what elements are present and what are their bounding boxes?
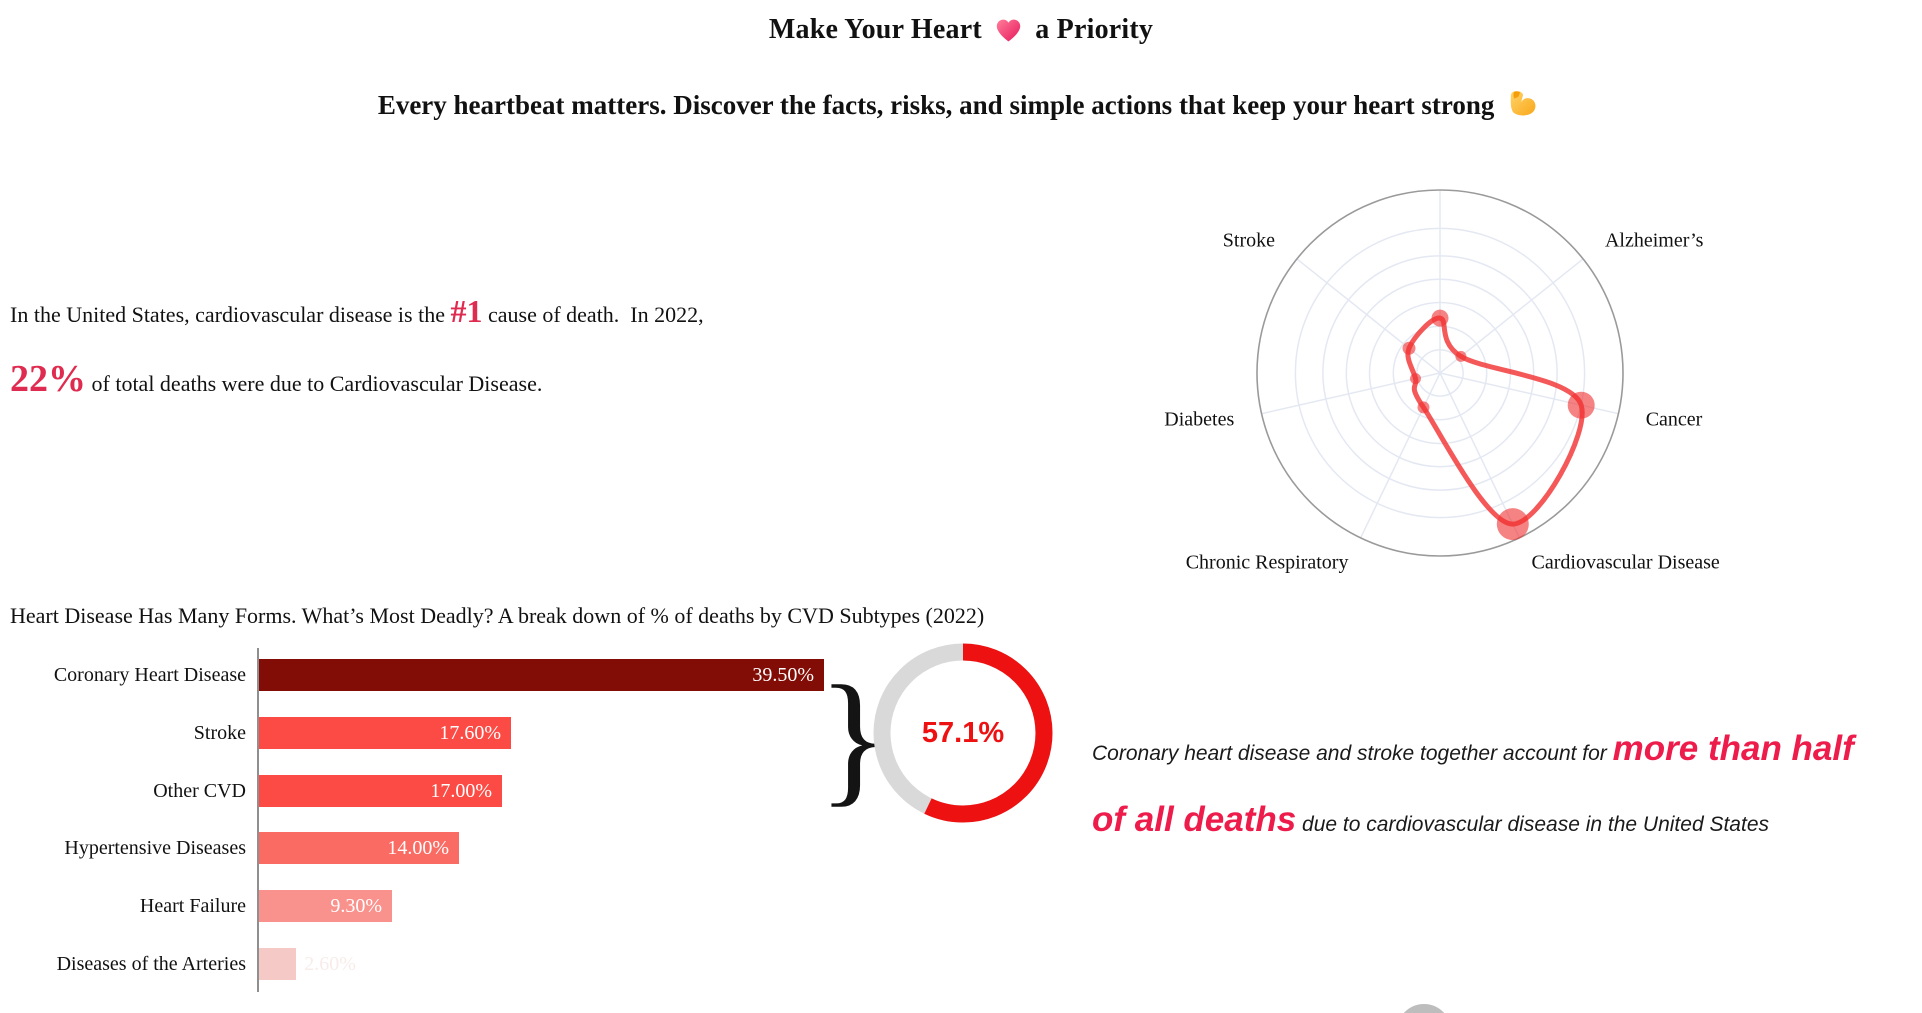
annotation-text: Coronary heart disease and stroke togeth… bbox=[1092, 716, 1892, 858]
bar: 39.50% bbox=[259, 659, 824, 691]
fact1-pre: In the United States, cardiovascular dis… bbox=[10, 302, 451, 327]
radar-point bbox=[1496, 508, 1529, 541]
donut-svg bbox=[873, 643, 1053, 823]
radar-label-stroke: Stroke bbox=[1222, 229, 1276, 252]
bar-value-label: 39.50% bbox=[752, 664, 814, 686]
radar-point bbox=[1410, 373, 1421, 385]
donut-percentage-label: 57.1% bbox=[921, 716, 1005, 749]
heart-icon bbox=[996, 19, 1021, 42]
radar-label-cardiovascular-disease: Cardiovascular Disease bbox=[1531, 551, 1720, 574]
cvd-subtypes-bar-chart: Coronary Heart Disease 39.50% Stroke 17.60%… bbox=[0, 645, 920, 1005]
annotation-post: due to cardiovascular disease in the Uni… bbox=[1296, 813, 1769, 836]
fact-line-2: 22% of total deaths were due to Cardiova… bbox=[10, 352, 910, 407]
radar-point bbox=[1417, 401, 1430, 414]
bar-value-label: 9.30% bbox=[330, 895, 382, 917]
bar-axis-line bbox=[257, 648, 259, 992]
bar-value-label: 17.00% bbox=[430, 780, 492, 802]
fact2-post: of total deaths were due to Cardiovascul… bbox=[86, 371, 543, 397]
facts-block: In the United States, cardiovascular dis… bbox=[10, 288, 910, 425]
annotation-highlight-2: of all deaths bbox=[1092, 800, 1297, 839]
bar-value-label: 17.60% bbox=[439, 722, 501, 744]
bar: 9.30% bbox=[259, 890, 392, 922]
donut-filled-arc bbox=[873, 643, 1053, 823]
fact1-post: cause of death. In 2022, bbox=[482, 302, 704, 327]
fact-22-percent: 22% bbox=[10, 358, 86, 401]
radar-point bbox=[1567, 391, 1595, 419]
bar-category-label: Diseases of the Arteries bbox=[56, 953, 246, 975]
annotation-highlight-1: more than half bbox=[1612, 729, 1854, 768]
bar-value-label: 2.60% bbox=[304, 953, 356, 975]
bar-category-label: Hypertensive Diseases bbox=[64, 837, 246, 859]
fact-number-one: #1 bbox=[450, 293, 483, 329]
radar-spoke bbox=[1296, 258, 1441, 374]
page-title: Make Your Heart a Priority bbox=[0, 14, 1922, 46]
bar: 17.60% bbox=[259, 717, 511, 749]
page-subtitle: Every heartbeat matters. Discover the fa… bbox=[0, 88, 1922, 121]
radar-outer-circle bbox=[1256, 189, 1624, 557]
bar bbox=[259, 948, 296, 980]
bar: 17.00% bbox=[259, 775, 502, 807]
fact-line-1: In the United States, cardiovascular dis… bbox=[10, 288, 910, 334]
causes-radar-svg bbox=[1256, 189, 1624, 557]
radar-label-diabetes: Diabetes bbox=[1164, 408, 1235, 431]
radar-label-chronic-respiratory: Chronic Respiratory bbox=[1185, 551, 1349, 574]
bar-category-label: Other CVD bbox=[153, 780, 246, 802]
page-title-after: a Priority bbox=[1035, 14, 1154, 45]
bar: 14.00% bbox=[259, 832, 459, 864]
page-subtitle-text: Every heartbeat matters. Discover the fa… bbox=[377, 90, 1495, 120]
radar-point bbox=[1431, 309, 1449, 327]
flexed-biceps-icon bbox=[1510, 91, 1536, 116]
annotation-pre: Coronary heart disease and stroke togeth… bbox=[1092, 742, 1613, 765]
radar-point bbox=[1402, 341, 1416, 355]
combined-share-donut-chart: 57.1% bbox=[862, 632, 1064, 834]
bar-category-label: Coronary Heart Disease bbox=[53, 664, 246, 686]
radar-label-cancer: Cancer bbox=[1645, 408, 1703, 431]
bar-section-title: Heart Disease Has Many Forms. What’s Mos… bbox=[10, 603, 985, 628]
below-fold-circle bbox=[1397, 1004, 1451, 1013]
radar-line bbox=[1405, 315, 1585, 527]
bar-category-label: Stroke bbox=[193, 722, 246, 744]
page-title-before: Make Your Heart bbox=[768, 14, 982, 45]
bar-category-label: Heart Failure bbox=[139, 895, 246, 917]
radar-spoke bbox=[1359, 372, 1441, 539]
below-fold-peek bbox=[1396, 1004, 1452, 1013]
radar-point bbox=[1455, 350, 1467, 362]
radar-label-alzheimer-s: Alzheimer’s bbox=[1604, 229, 1704, 252]
causes-radar-chart: Alzheimer’s Cancer Cardiovascular Disease C… bbox=[1164, 145, 1720, 601]
bar-value-label: 14.00% bbox=[387, 837, 449, 859]
